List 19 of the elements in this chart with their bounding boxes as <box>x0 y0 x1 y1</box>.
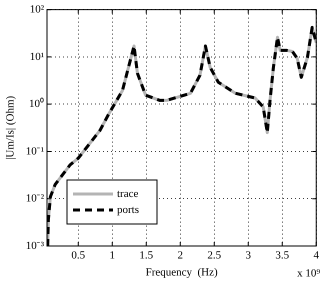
y-tick-label: 10⁻¹ <box>26 145 44 158</box>
x-tick-label: 2.5 <box>207 249 222 262</box>
y-tick-label: 10⁻³ <box>26 240 45 252</box>
legend-label: trace <box>117 188 138 200</box>
text: x 10⁹ <box>297 267 320 280</box>
x-tick-label: 3 <box>246 249 252 262</box>
y-tick-label: 10² <box>30 3 45 16</box>
x-tick-label: 1.5 <box>139 249 154 262</box>
x-tick-label: 4 <box>314 249 320 262</box>
x-axis-title: Frequency (Hz) <box>146 266 218 278</box>
y-tick-label: 10⁰ <box>29 97 44 110</box>
y-axis-title: |Um/Is| (Ohm) <box>4 95 16 160</box>
x-tick-label: 1 <box>110 249 116 262</box>
y-tick-label: 10⁻² <box>26 192 45 205</box>
legend-label: ports <box>117 204 139 216</box>
y-tick-label: 10¹ <box>30 50 44 63</box>
x-tick-label: 2 <box>178 249 184 262</box>
x-tick-label: 3.5 <box>275 249 290 262</box>
x-tick-label: 0.5 <box>71 249 86 262</box>
